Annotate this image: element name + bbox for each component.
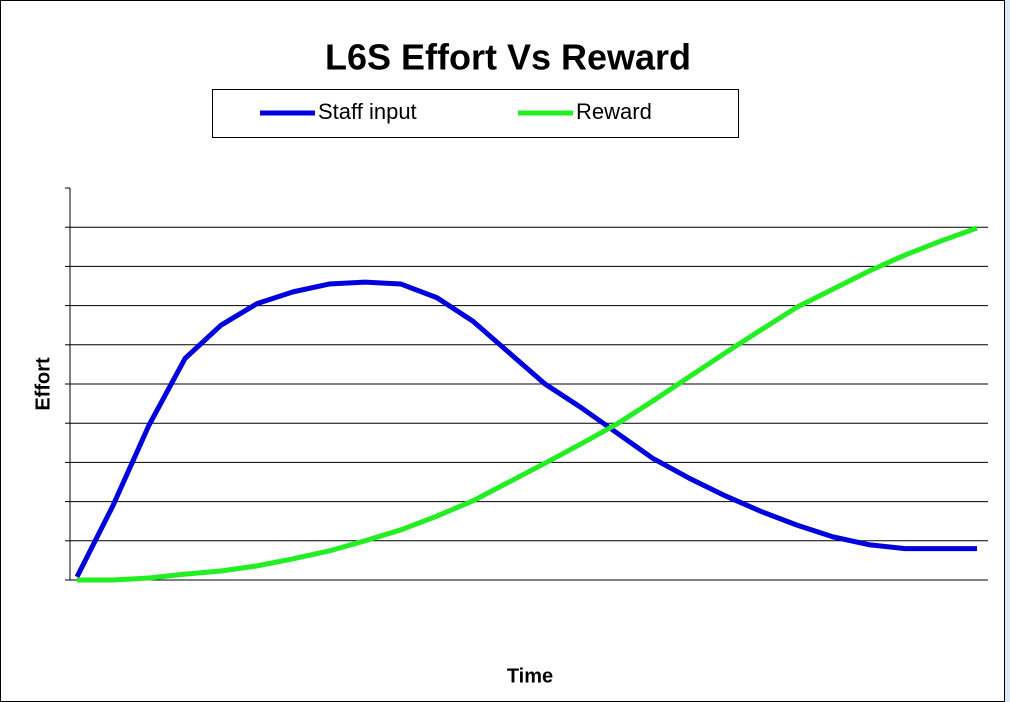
legend-label: Staff input [318,99,417,124]
y-axis-label: Effort [32,357,54,411]
legend-label: Reward [576,99,652,124]
x-axis-label: Time [507,665,553,687]
series-line [74,279,977,578]
series-line [77,225,978,583]
chart-title: L6S Effort Vs Reward [325,37,691,78]
